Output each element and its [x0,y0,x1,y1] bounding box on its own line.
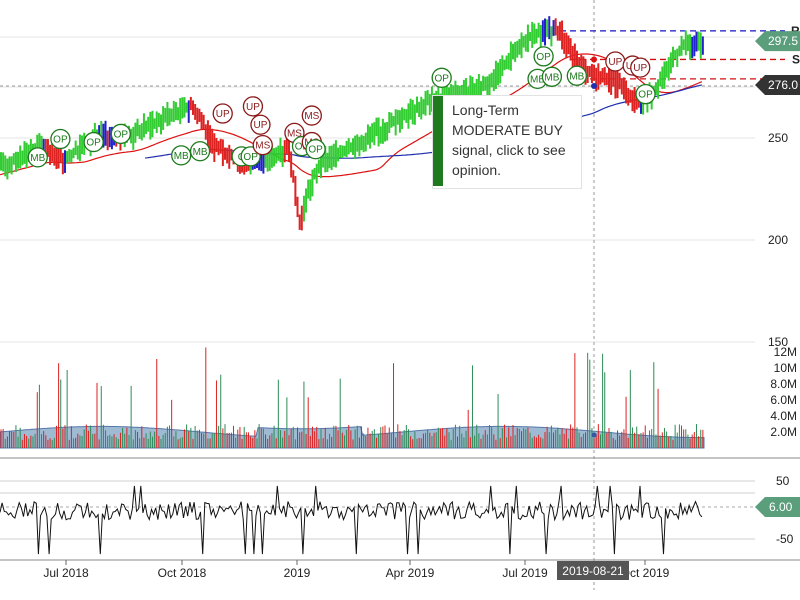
signal-marker[interactable] [83,131,104,153]
signal-marker[interactable] [305,139,326,160]
volume-axis-tick: 10M [774,361,797,375]
oscillator-line [0,485,703,555]
price-panel [0,16,785,231]
support-label: S [792,52,800,66]
volume-panel [0,347,705,449]
signal-label: UP [246,102,260,113]
volume-axis-tick: 4.0M [770,409,797,423]
signal-label: MB [544,72,559,83]
x-axis-tick: Jul 2019 [502,566,548,580]
signal-marker[interactable] [110,123,131,145]
price-tag-bg [755,74,800,95]
price-axis-tick: 250 [768,131,788,145]
signal-marker[interactable] [533,46,554,67]
signal-marker[interactable] [566,65,587,86]
opinion-text[interactable]: Long-Term MODERATE BUY signal, click to … [452,102,566,178]
signal-label: MB [530,74,545,85]
volume-axis-tick: 12M [774,345,797,359]
signal-label: OP [308,145,323,156]
x-axis-tick: Jul 2018 [43,566,89,580]
price-tag-bg [755,31,800,52]
x-axis-tick: 2019 [284,566,311,580]
price-tag-label: 276.0 [768,78,798,92]
signal-marker[interactable] [431,67,452,88]
signal-label: OP [53,135,68,146]
signal-label: UP [608,57,622,68]
signal-marker[interactable] [541,66,563,87]
signal-marker[interactable] [189,141,211,162]
signal-marker[interactable] [301,105,322,126]
crosshair-date-label: 2019-08-21 [562,564,624,578]
oscillator-panel [0,485,703,555]
oscillator-axis-tick: -50 [776,532,794,546]
crosshair-date-bg [557,561,629,580]
signal-marker[interactable] [242,96,264,117]
signal-label: OP [243,152,258,163]
signal-marker[interactable] [171,145,192,166]
oscillator-axis-tick: 50 [776,474,790,488]
value-tags: RS 297.5 276.0 6.00 2019-08-21 [557,24,800,580]
opinion-callout[interactable]: Long-Term MODERATE BUY signal, click to … [432,95,582,189]
signal-marker[interactable] [27,147,48,168]
signal-marker[interactable] [212,103,233,124]
x-axis-tick: Oct 2019 [621,566,670,580]
signal-label: UP [633,63,647,74]
signal-label: MB [30,153,45,164]
signal-label: OP [434,73,449,84]
signal-label: MB [193,147,208,158]
volume-axis-tick: 8.0M [770,377,797,391]
crosshair-dot [591,56,597,63]
signal-label: MS [304,111,319,122]
signal-label: OP [114,129,129,140]
signal-markers[interactable]: MBOPOPOPMBMBUPUPUPOOPMSMSOPMSMSOPOPOPMBM… [27,46,656,168]
signal-label: OP [86,138,101,149]
price-axis-tick: 150 [768,335,788,349]
signal-label: MS [287,128,302,139]
signal-label: MS [255,141,270,152]
x-axis-tick: Oct 2018 [158,566,207,580]
signal-label: UP [254,120,268,131]
opinion-signal-bar [433,96,443,186]
volume-axis-tick: 2.0M [770,425,797,439]
signal-label: OP [536,52,551,63]
signal-label: OP [295,142,310,153]
signal-marker[interactable] [50,128,71,150]
price-tag-label: 297.5 [768,34,798,48]
volume-axis-tick: 6.0M [770,393,797,407]
volume-crosshair-dot [591,432,597,438]
oscillator-tag-bg [755,497,800,517]
moving-average-short [0,53,703,178]
signal-marker[interactable] [250,114,271,135]
signal-label: UP [216,109,230,120]
crosshair-dot [591,82,597,89]
signal-label: OP [638,90,653,101]
resistance-label: R [791,24,800,38]
signal-marker[interactable] [630,57,651,78]
x-axis-tick: Apr 2019 [386,566,435,580]
signal-label: MB [174,151,189,162]
price-axis-tick: 200 [768,233,788,247]
signal-label: MB [569,71,584,82]
signal-marker[interactable] [252,134,273,156]
signal-marker[interactable] [635,83,656,105]
oscillator-tag-label: 6.00 [769,500,793,514]
